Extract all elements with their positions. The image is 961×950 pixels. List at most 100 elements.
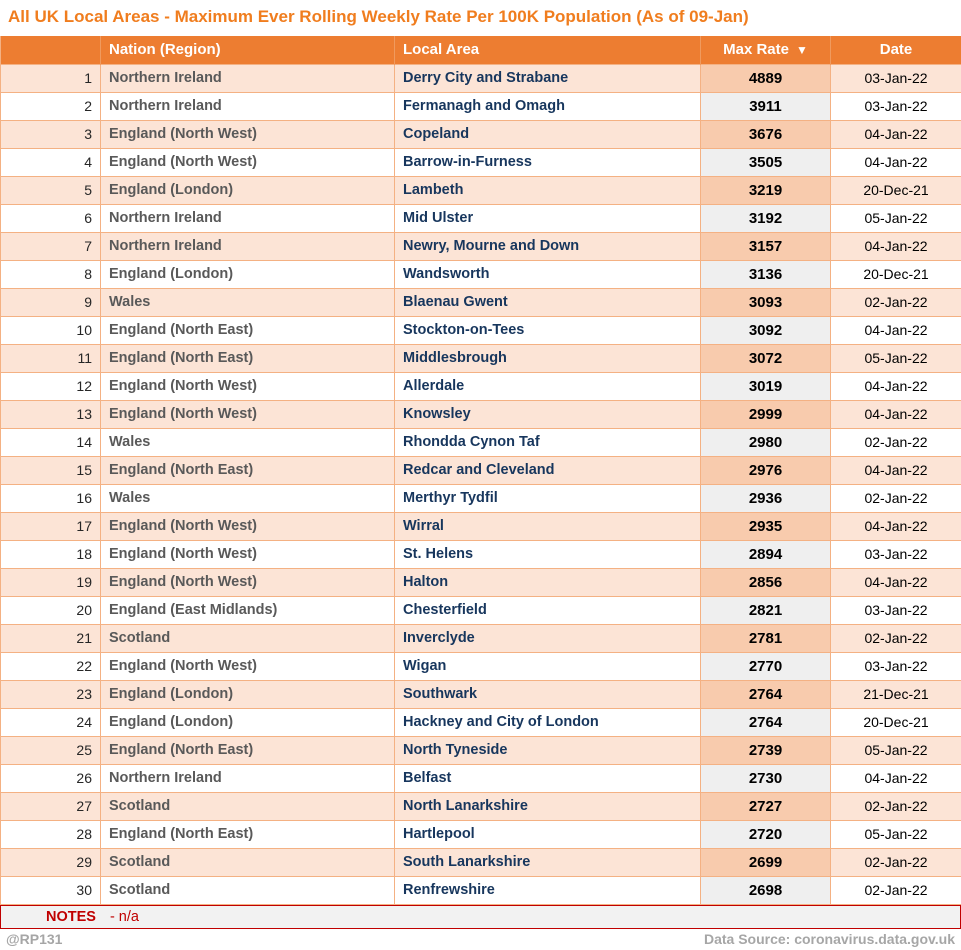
- nation-cell: England (North West): [101, 120, 395, 148]
- date-cell: 05-Jan-22: [831, 736, 961, 764]
- rank-cell: 23: [1, 680, 101, 708]
- max-rate-cell: 2999: [701, 400, 831, 428]
- nation-cell: Scotland: [101, 848, 395, 876]
- nation-cell: England (North West): [101, 400, 395, 428]
- max-rate-cell: 2764: [701, 708, 831, 736]
- date-cell: 03-Jan-22: [831, 64, 961, 92]
- max-rate-header-label: Max Rate: [723, 41, 789, 58]
- local-area-cell: Lambeth: [395, 176, 701, 204]
- max-rate-cell: 2698: [701, 876, 831, 904]
- nation-cell: Scotland: [101, 624, 395, 652]
- nation-cell: Scotland: [101, 876, 395, 904]
- local-area-cell: Hackney and City of London: [395, 708, 701, 736]
- max-rate-cell: 3092: [701, 316, 831, 344]
- date-cell: 04-Jan-22: [831, 400, 961, 428]
- rank-cell: 28: [1, 820, 101, 848]
- date-cell: 02-Jan-22: [831, 876, 961, 904]
- local-area-cell: Middlesbrough: [395, 344, 701, 372]
- local-area-cell: Hartlepool: [395, 820, 701, 848]
- page-title: All UK Local Areas - Maximum Ever Rollin…: [0, 0, 961, 36]
- local-area-cell: North Lanarkshire: [395, 792, 701, 820]
- rank-column-header: [1, 36, 101, 64]
- sort-desc-icon: ▼: [796, 43, 808, 57]
- nation-cell: England (North West): [101, 148, 395, 176]
- local-area-cell: Southwark: [395, 680, 701, 708]
- local-area-cell: Newry, Mourne and Down: [395, 232, 701, 260]
- local-area-cell: Barrow-in-Furness: [395, 148, 701, 176]
- local-area-cell: Renfrewshire: [395, 876, 701, 904]
- max-rate-cell: 3019: [701, 372, 831, 400]
- date-cell: 04-Jan-22: [831, 232, 961, 260]
- rank-cell: 19: [1, 568, 101, 596]
- nation-cell: Wales: [101, 428, 395, 456]
- date-cell: 04-Jan-22: [831, 372, 961, 400]
- local-area-cell: Allerdale: [395, 372, 701, 400]
- local-area-cell: Rhondda Cynon Taf: [395, 428, 701, 456]
- local-area-cell: North Tyneside: [395, 736, 701, 764]
- max-rate-cell: 3136: [701, 260, 831, 288]
- header-row: Nation (Region) Local Area Max Rate▼ Dat…: [1, 36, 961, 64]
- rank-cell: 14: [1, 428, 101, 456]
- date-cell: 04-Jan-22: [831, 456, 961, 484]
- date-cell: 21-Dec-21: [831, 680, 961, 708]
- rank-cell: 30: [1, 876, 101, 904]
- data-table: Nation (Region) Local Area Max Rate▼ Dat…: [0, 36, 961, 905]
- max-rate-column-header[interactable]: Max Rate ▼: [701, 36, 831, 64]
- rank-cell: 7: [1, 232, 101, 260]
- rank-cell: 16: [1, 484, 101, 512]
- notes-label: NOTES: [46, 909, 96, 925]
- rank-cell: 22: [1, 652, 101, 680]
- local-area-cell: St. Helens: [395, 540, 701, 568]
- nation-cell: England (London): [101, 260, 395, 288]
- rank-cell: 12: [1, 372, 101, 400]
- date-cell: 04-Jan-22: [831, 568, 961, 596]
- max-rate-cell: 3505: [701, 148, 831, 176]
- local-area-column-header: Local Area: [395, 36, 701, 64]
- nation-cell: England (London): [101, 680, 395, 708]
- max-rate-cell: 3676: [701, 120, 831, 148]
- nation-cell: England (North East): [101, 820, 395, 848]
- max-rate-cell: 3192: [701, 204, 831, 232]
- footer-bar: @RP131 Data Source: coronavirus.data.gov…: [0, 929, 961, 950]
- nation-cell: Wales: [101, 288, 395, 316]
- nation-cell: England (North East): [101, 736, 395, 764]
- date-cell: 02-Jan-22: [831, 484, 961, 512]
- date-cell: 02-Jan-22: [831, 792, 961, 820]
- nation-cell: Northern Ireland: [101, 204, 395, 232]
- rank-cell: 8: [1, 260, 101, 288]
- date-cell: 03-Jan-22: [831, 596, 961, 624]
- date-cell: 20-Dec-21: [831, 176, 961, 204]
- nation-cell: England (North East): [101, 456, 395, 484]
- rank-cell: 5: [1, 176, 101, 204]
- rank-cell: 29: [1, 848, 101, 876]
- rank-cell: 20: [1, 596, 101, 624]
- max-rate-cell: 2699: [701, 848, 831, 876]
- author-handle: @RP131: [6, 931, 62, 947]
- date-cell: 03-Jan-22: [831, 540, 961, 568]
- max-rate-cell: 4889: [701, 64, 831, 92]
- local-area-cell: Derry City and Strabane: [395, 64, 701, 92]
- nation-cell: England (East Midlands): [101, 596, 395, 624]
- local-area-cell: Fermanagh and Omagh: [395, 92, 701, 120]
- max-rate-cell: 2821: [701, 596, 831, 624]
- rank-cell: 11: [1, 344, 101, 372]
- date-cell: 02-Jan-22: [831, 624, 961, 652]
- nation-cell: Northern Ireland: [101, 64, 395, 92]
- rank-cell: 15: [1, 456, 101, 484]
- rank-cell: 1: [1, 64, 101, 92]
